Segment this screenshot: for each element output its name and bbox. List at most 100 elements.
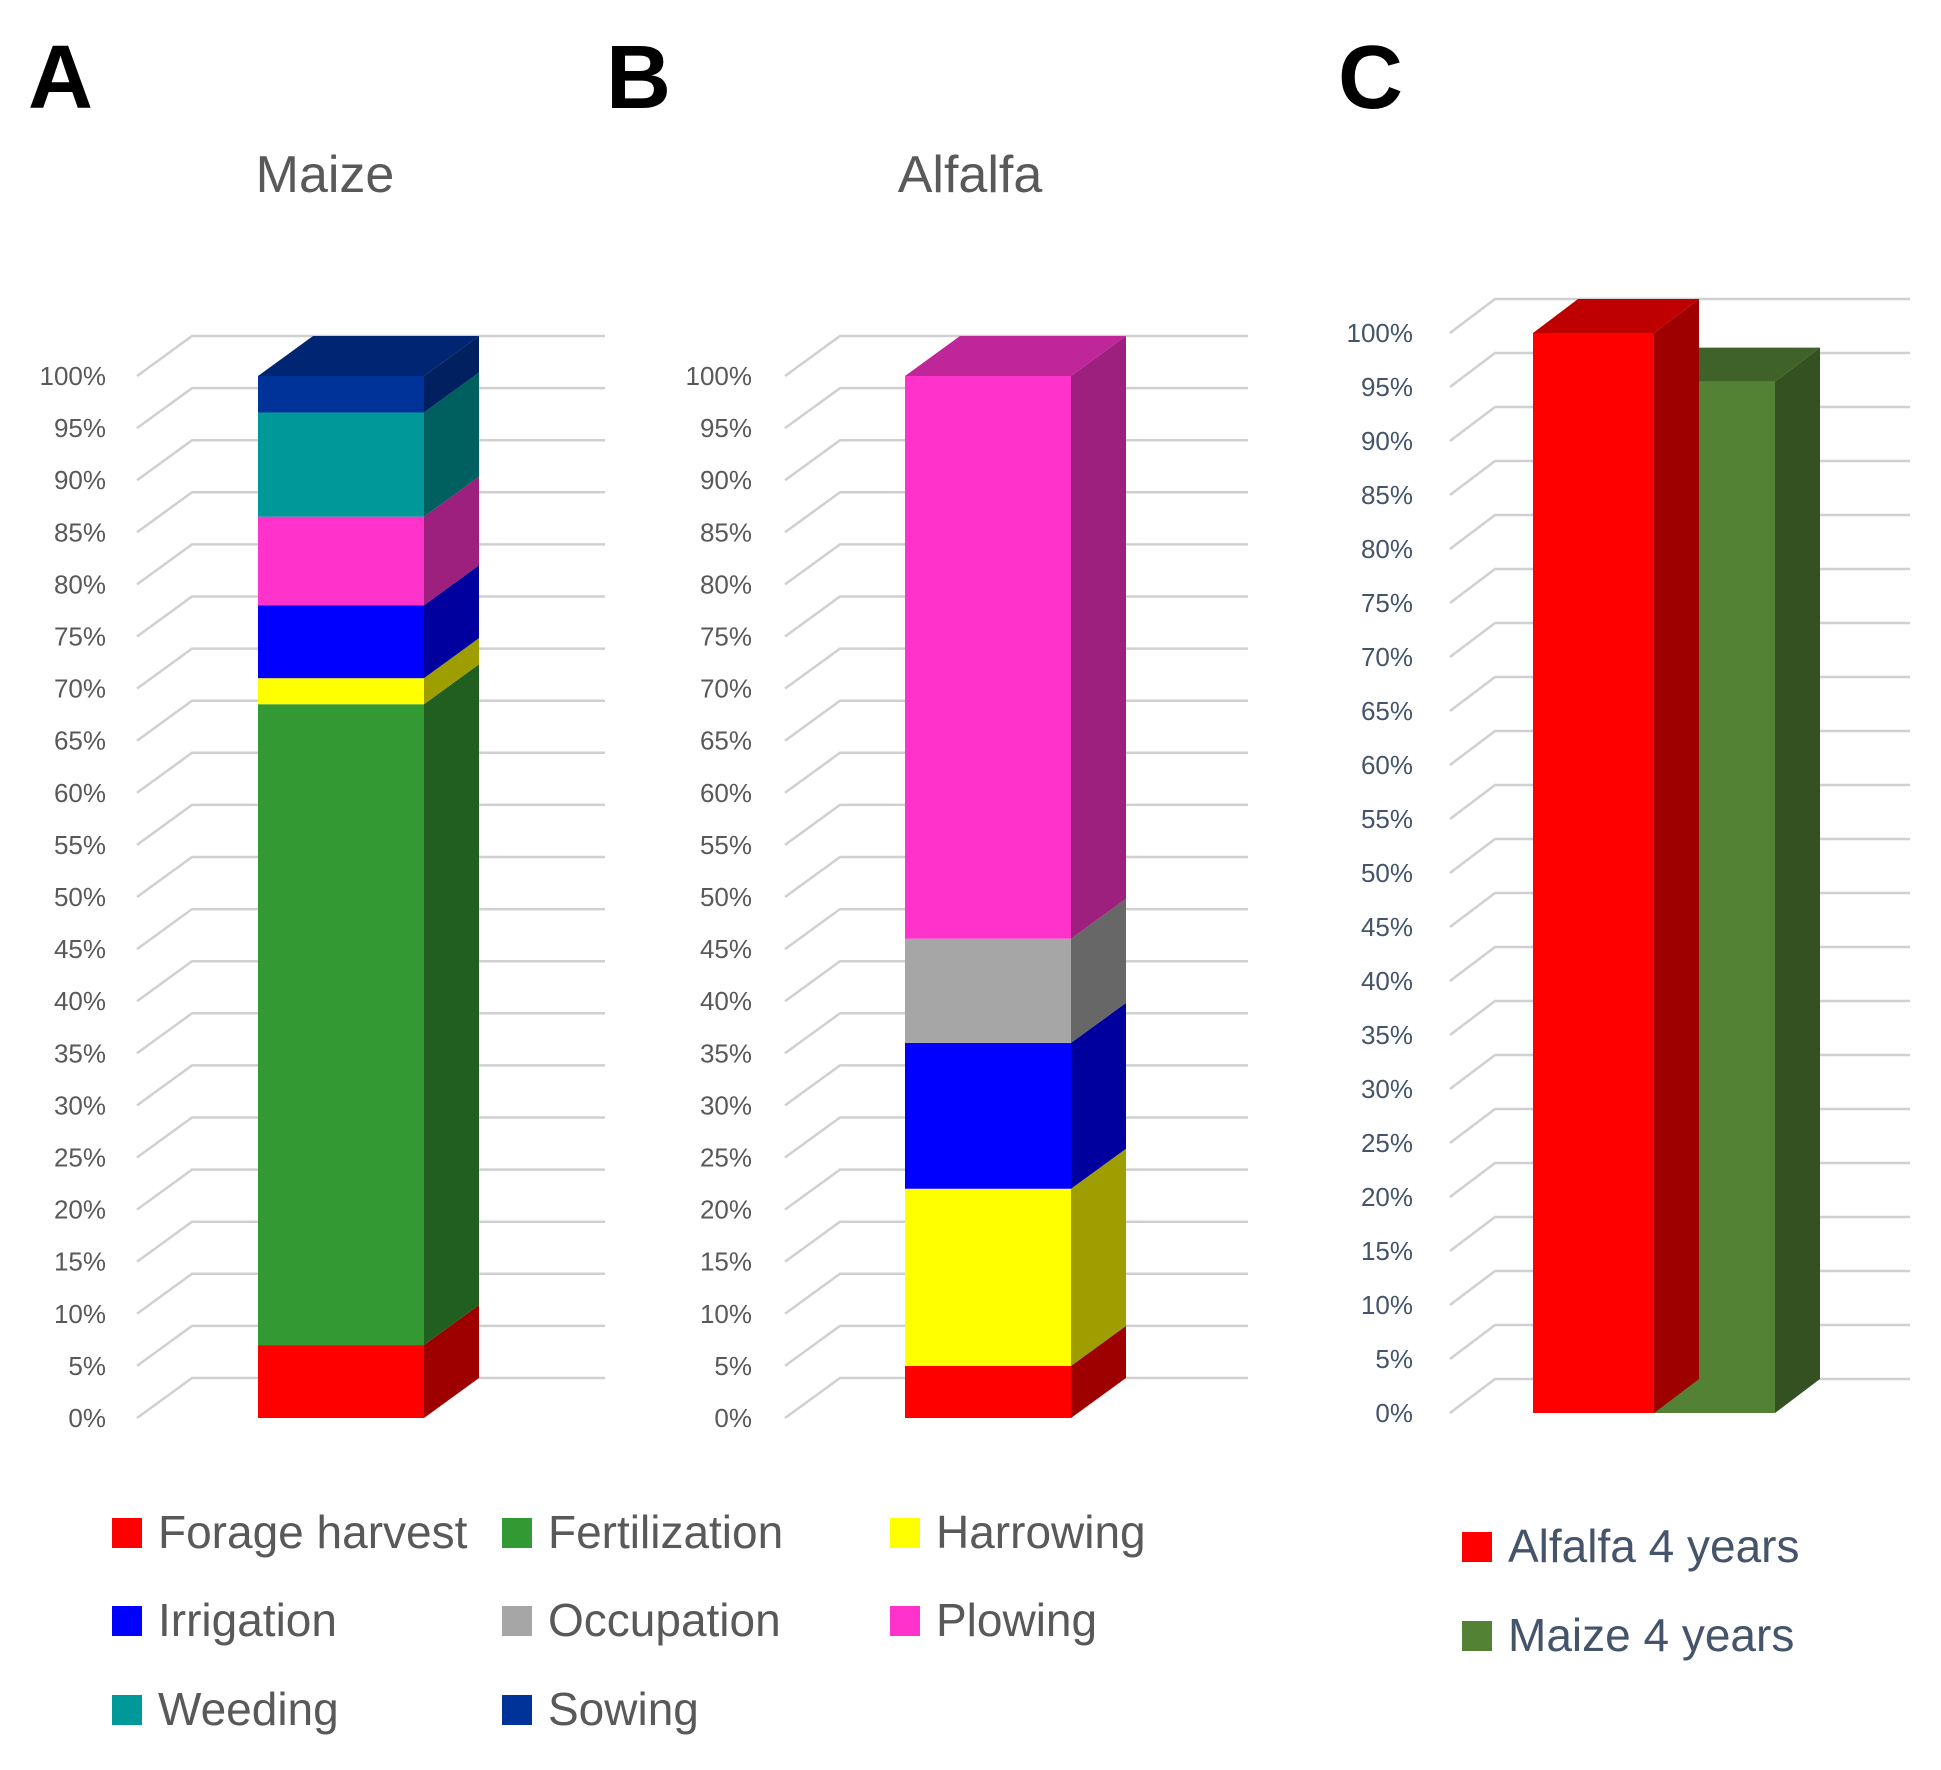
legend-swatch — [112, 1606, 142, 1636]
y-tick-label: 85% — [700, 517, 752, 547]
y-tick-label: 45% — [700, 934, 752, 964]
legend-swatch — [112, 1695, 142, 1725]
bar-segment-harrowing-side — [424, 638, 479, 705]
legend-swatch — [890, 1518, 920, 1548]
y-tick-label: 15% — [54, 1247, 106, 1277]
bar-maize-4-years-side — [1775, 347, 1820, 1414]
bar-segment-weeding-side — [424, 372, 479, 517]
legend-label: Alfalfa 4 years — [1508, 1520, 1799, 1572]
gridline — [1449, 297, 1910, 334]
bar-segment-irrigation-front — [905, 1042, 1071, 1189]
bar-segment-forage-harvest-side — [1071, 1325, 1126, 1418]
bar-segment-irrigation-side — [424, 565, 479, 679]
bar-segment-irrigation — [258, 565, 479, 679]
bar-segment-irrigation — [905, 1002, 1126, 1189]
y-tick-label: 80% — [1361, 534, 1413, 564]
chart-b: 0% 5% 10% 15% 20% 25% 30% 35% 40% 45% 50% 55% 60% 65%… — [686, 334, 1248, 1433]
panel-letter-a: A — [28, 28, 93, 128]
y-tick-label: 20% — [700, 1195, 752, 1225]
y-tick-label: 55% — [1361, 804, 1413, 834]
y-tick-label: 15% — [1361, 1236, 1413, 1266]
bar-segment-harrowing-side — [1071, 1148, 1126, 1366]
legend-label: Harrowing — [936, 1506, 1146, 1558]
bar-segment-occupation — [905, 898, 1126, 1043]
y-tick-label: 10% — [54, 1299, 106, 1329]
bar-segment-sowing-front — [258, 376, 424, 413]
y-tick-label: 40% — [54, 986, 106, 1016]
bar-segment-plowing-front — [905, 376, 1071, 939]
y-tick-label: 20% — [1361, 1182, 1413, 1212]
bar-segment-forage-harvest — [258, 1305, 479, 1418]
y-tick-label: 100% — [40, 361, 107, 391]
y-tick-label: 5% — [1375, 1344, 1413, 1374]
legend-label: Forage harvest — [158, 1506, 468, 1558]
y-tick-label: 90% — [1361, 426, 1413, 456]
y-tick-label: 25% — [1361, 1128, 1413, 1158]
y-tick-label: 70% — [700, 674, 752, 704]
y-tick-label: 85% — [1361, 480, 1413, 510]
y-tick-label: 75% — [700, 622, 752, 652]
y-tick-label: 5% — [714, 1351, 752, 1381]
legend-label: Weeding — [158, 1683, 339, 1735]
y-tick-label: 65% — [700, 726, 752, 756]
bar-segment-sowing — [258, 336, 479, 413]
y-tick-label: 35% — [700, 1038, 752, 1068]
y-tick-label: 65% — [54, 726, 106, 756]
bar-segment-irrigation-front — [258, 605, 424, 679]
legend-label: Sowing — [548, 1683, 699, 1735]
bar-segment-sowing-top — [258, 336, 479, 376]
y-tick-label: 15% — [700, 1247, 752, 1277]
bar-segment-irrigation-side — [1071, 1002, 1126, 1189]
chart-a: 0% 5% 10% 15% 20% 25% 30% 35% 40% 45% 50% 55% 60% 65%… — [40, 334, 605, 1433]
legend-label: Irrigation — [158, 1594, 337, 1646]
legend-item-maize-4-years: Maize 4 years — [1462, 1609, 1794, 1661]
y-tick-label: 40% — [700, 986, 752, 1016]
bar-segment-forage-harvest-front — [905, 1365, 1071, 1418]
bar-segment-harrowing — [258, 638, 479, 705]
legend-label: Maize 4 years — [1508, 1609, 1794, 1661]
y-tick-label: 50% — [1361, 858, 1413, 888]
bar-segment-sowing-side — [424, 336, 479, 413]
legend-ab: Forage harvest Fertilization Harrowing Irri… — [112, 1506, 1146, 1735]
bar-segment-occupation-side — [1071, 898, 1126, 1043]
y-tick-label: 35% — [1361, 1020, 1413, 1050]
legend-item-irrigation: Irrigation — [112, 1594, 337, 1646]
legend-swatch — [502, 1606, 532, 1636]
y-tick-label: 60% — [700, 778, 752, 808]
y-tick-label: 30% — [54, 1090, 106, 1120]
y-tick-label: 100% — [1347, 318, 1414, 348]
y-tick-label: 55% — [54, 830, 106, 860]
legend-swatch — [502, 1695, 532, 1725]
bar-segment-weeding-front — [258, 412, 424, 517]
y-tick-label: 20% — [54, 1195, 106, 1225]
y-tick-label: 50% — [700, 882, 752, 912]
y-tick-label: 70% — [54, 674, 106, 704]
y-tick-label: 90% — [700, 465, 752, 495]
chart-title-maize: Maize — [256, 146, 395, 204]
bar-segment-plowing-side — [1071, 336, 1126, 939]
legend-item-forage-harvest: Forage harvest — [112, 1506, 468, 1558]
y-tick-label: 85% — [54, 517, 106, 547]
bar-segment-forage-harvest-side — [424, 1305, 479, 1418]
panel-letter-c: C — [1338, 28, 1403, 128]
y-tick-label: 60% — [1361, 750, 1413, 780]
bar-segment-weeding — [258, 372, 479, 517]
y-tick-label: 10% — [1361, 1290, 1413, 1320]
legend-swatch — [112, 1518, 142, 1548]
bar-segment-fertilization-front — [258, 704, 424, 1346]
y-tick-label: 70% — [1361, 642, 1413, 672]
bar-segment-plowing — [258, 476, 479, 606]
y-tick-label: 0% — [714, 1403, 752, 1433]
legend-c: Alfalfa 4 years Maize 4 years — [1462, 1520, 1799, 1661]
y-tick-label: 65% — [1361, 696, 1413, 726]
y-tick-label: 75% — [54, 622, 106, 652]
legend-swatch — [1462, 1532, 1492, 1562]
y-tick-label: 100% — [686, 361, 753, 391]
bar-segment-fertilization-side — [424, 664, 479, 1346]
legend-item-weeding: Weeding — [112, 1683, 339, 1735]
y-tick-label: 55% — [700, 830, 752, 860]
y-tick-label: 80% — [700, 569, 752, 599]
legend-swatch — [890, 1606, 920, 1636]
y-tick-label: 10% — [700, 1299, 752, 1329]
